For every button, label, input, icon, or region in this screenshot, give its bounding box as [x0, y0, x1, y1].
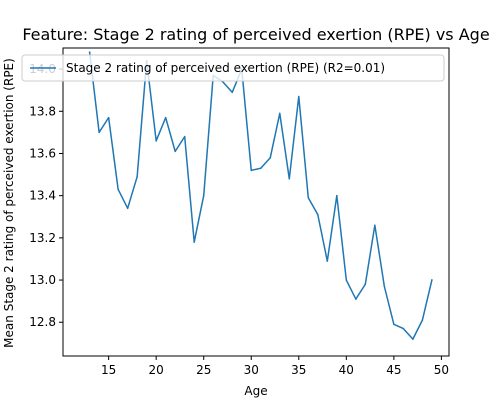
data-point [108, 117, 110, 119]
data-point [89, 51, 91, 53]
data-point [422, 319, 424, 321]
data-point [270, 157, 272, 159]
data-point [127, 208, 128, 210]
data-point [317, 214, 319, 216]
plot-area: 15 20 25 30 35 40 45 50 12.8 13.0 13.2 13.4 13.6 13.… [29, 48, 449, 377]
data-point [298, 96, 300, 98]
data-point [98, 132, 100, 134]
data-point [279, 113, 281, 115]
series-line [90, 52, 432, 339]
y-tick-label: 13.4 [29, 189, 56, 203]
data-point [251, 170, 253, 172]
x-tick-label: 15 [101, 363, 116, 377]
data-point [117, 189, 119, 191]
chart-title: Feature: Stage 2 rating of perceived exe… [22, 25, 489, 44]
data-point [403, 328, 405, 330]
data-point [289, 178, 291, 180]
data-point [136, 176, 138, 178]
data-point [174, 151, 176, 153]
x-tick-label: 45 [386, 363, 401, 377]
y-axis-label: Mean Stage 2 rating of perceived exertio… [2, 58, 16, 348]
data-point [431, 279, 433, 281]
x-axis-ticks: 15 20 25 30 35 40 45 50 [101, 356, 449, 377]
data-point [308, 197, 310, 199]
data-point [231, 92, 233, 94]
y-tick-label: 13.2 [29, 231, 56, 245]
y-tick-label: 13.8 [29, 104, 56, 118]
legend-entry: Stage 2 rating of perceived exertion (RP… [66, 61, 385, 75]
data-point [393, 324, 395, 326]
data-point [412, 338, 414, 340]
data-point [365, 284, 367, 286]
data-point [155, 140, 157, 142]
data-point [193, 241, 195, 243]
y-tick-label: 12.8 [29, 315, 56, 329]
x-tick-label: 20 [149, 363, 164, 377]
data-point [384, 286, 386, 288]
y-tick-label: 13.0 [29, 273, 56, 287]
data-point [346, 279, 348, 281]
axes-frame [63, 48, 449, 356]
data-point [260, 168, 262, 170]
x-tick-label: 25 [196, 363, 211, 377]
data-point [355, 298, 357, 300]
x-tick-label: 40 [339, 363, 354, 377]
legend: Stage 2 rating of perceived exertion (RP… [22, 55, 444, 81]
data-point [336, 195, 338, 197]
data-point [203, 195, 205, 197]
data-point [184, 136, 186, 138]
data-point [327, 260, 329, 262]
y-axis-ticks: 12.813.013.213.413.613.814.0 [29, 62, 63, 329]
y-tick-label: 13.6 [29, 146, 56, 160]
x-axis-label: Age [244, 384, 267, 398]
x-tick-label: 50 [434, 363, 449, 377]
x-tick-label: 35 [291, 363, 306, 377]
x-tick-label: 30 [244, 363, 259, 377]
data-point [374, 224, 376, 226]
data-point [165, 117, 167, 119]
